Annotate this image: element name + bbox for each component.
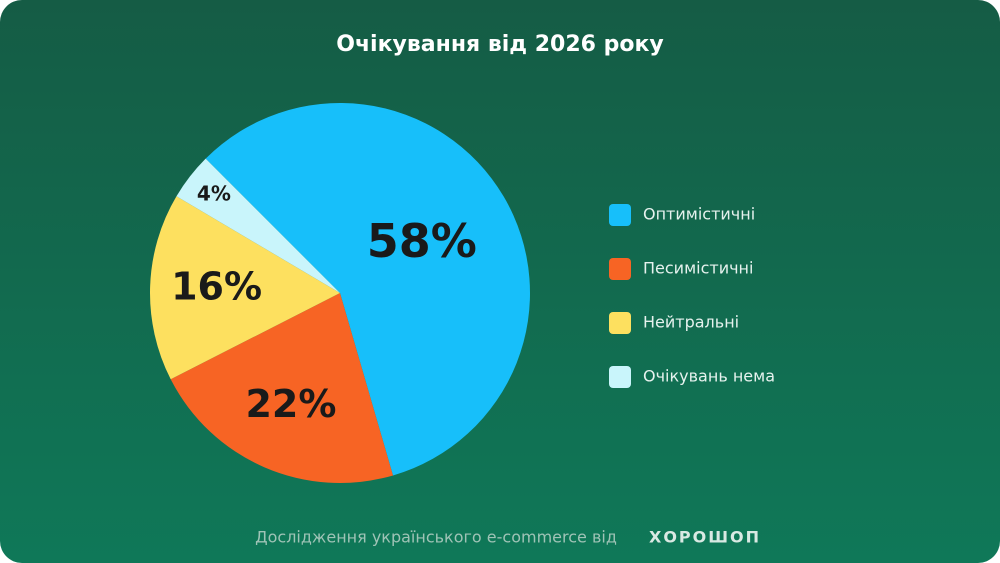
pie-slice (170, 293, 394, 483)
data-label: 4% (197, 182, 231, 206)
source-note: Дослідження українського e-commerce від (255, 528, 617, 547)
legend-swatch (609, 258, 631, 280)
pie-slice (176, 158, 340, 293)
pie-slice (150, 196, 340, 380)
legend-swatch (609, 204, 631, 226)
legend-label: Оптимістичні (643, 205, 755, 224)
pie-slice (205, 103, 530, 476)
brand-logo: ХОРОШОП (649, 528, 761, 547)
legend-label: Нейтральні (643, 313, 739, 332)
data-label: 16% (171, 265, 262, 309)
legend-swatch (609, 366, 631, 388)
pie: 58% 22% 16% 4% (150, 103, 530, 483)
chart-title: Очікування від 2026 року (336, 32, 664, 57)
data-label: 22% (245, 382, 336, 426)
legend-swatch (609, 312, 631, 334)
data-label: 58% (367, 214, 477, 268)
legend: Оптимістичні Песимістичні Нейтральні Очікув… (609, 204, 775, 388)
legend-label: Песимістичні (643, 259, 753, 278)
legend-label: Очікувань нема (643, 367, 775, 386)
